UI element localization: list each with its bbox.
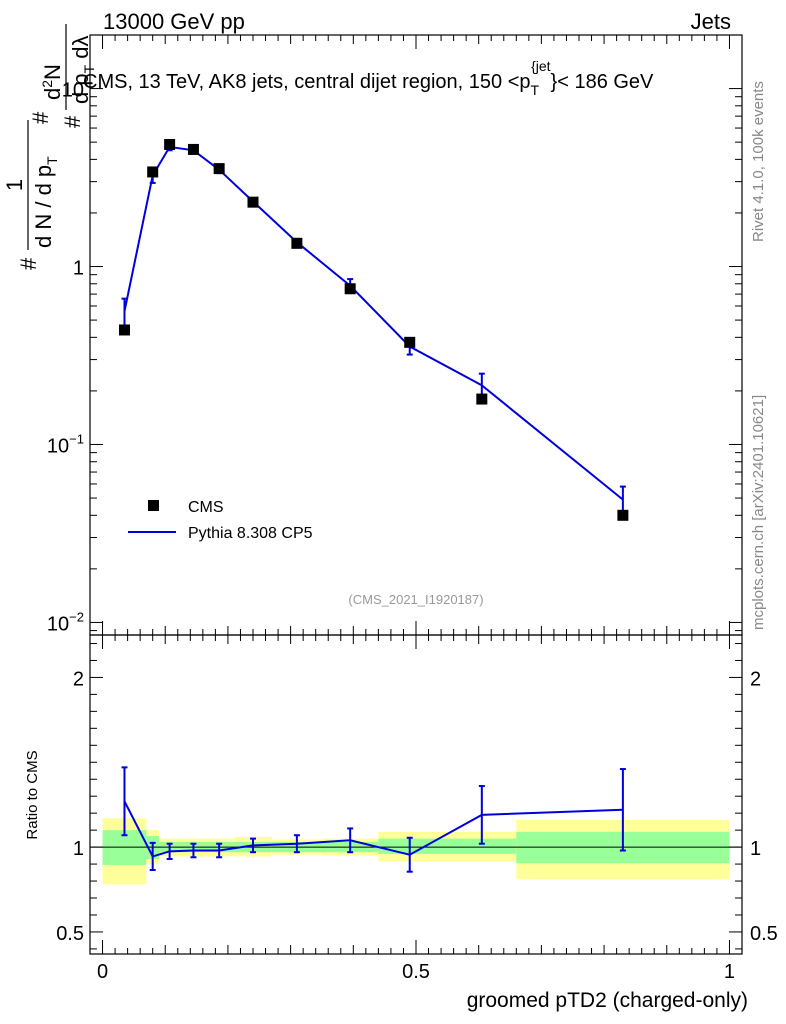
main-minor-ticks bbox=[90, 34, 742, 635]
chart-title-sub: T bbox=[531, 82, 540, 98]
legend-cms-marker bbox=[148, 500, 159, 511]
main-y-tick-label: 1 bbox=[73, 258, 84, 280]
y-label-dpT-dlambda: d pT dλ bbox=[68, 35, 97, 104]
main-y-tick-labels: 10−2 10−1 1 10 bbox=[47, 80, 84, 636]
main-y-tick-label: 10 bbox=[62, 80, 84, 102]
header-left: 13000 GeV pp bbox=[103, 9, 245, 34]
rivet-version-label: Rivet 4.1.0, 100k events bbox=[750, 81, 767, 242]
legend-pythia-label: Pythia 8.308 CP5 bbox=[188, 525, 313, 542]
x-tick-labels: 0 0.5 1 bbox=[97, 961, 735, 983]
ratio-y-tick-label-right: 1 bbox=[750, 838, 761, 860]
y-label-one: 1 bbox=[2, 179, 27, 191]
cms-data-point bbox=[164, 138, 176, 150]
ratio-major-ticks bbox=[90, 635, 742, 954]
ratio-y-tick-label-right: 2 bbox=[750, 668, 761, 690]
y-label-hash-3: # bbox=[60, 115, 85, 128]
ratio-y-tick-label-left: 2 bbox=[73, 668, 84, 690]
analysis-id-watermark: (CMS_2021_I1920187) bbox=[348, 592, 483, 607]
mcplots-reference-label: mcplots.cern.ch [arXiv:2401.10621] bbox=[750, 395, 767, 630]
x-tick-label: 1 bbox=[724, 961, 735, 983]
ratio-plot-frame bbox=[89, 634, 743, 955]
pythia-line bbox=[123, 145, 624, 501]
main-y-axis-label: # 1 d N / d pT # d2N d pT dλ # bbox=[2, 24, 97, 270]
cms-data-point bbox=[213, 163, 225, 175]
y-label-d2N: d2N bbox=[39, 64, 65, 100]
x-axis-label: groomed pTD2 (charged-only) bbox=[467, 989, 748, 1012]
main-major-ticks bbox=[90, 35, 742, 635]
chart-title-suffix: }< 186 GeV bbox=[551, 71, 655, 93]
ratio-y-tick-label-right: 0.5 bbox=[750, 923, 778, 945]
ratio-y-tick-label-left: 1 bbox=[73, 838, 84, 860]
ratio-minor-ticks bbox=[90, 635, 742, 954]
chart-title-sup: {jet bbox=[531, 58, 551, 74]
y-label-dN: d N / d pT bbox=[31, 156, 60, 248]
main-plot-frame bbox=[89, 34, 743, 636]
header-right: Jets bbox=[691, 9, 731, 34]
y-label-hash-1: # bbox=[16, 257, 41, 270]
main-data bbox=[118, 138, 629, 521]
ratio-y-tick-labels: 0.5 0.5 1 1 2 2 bbox=[56, 668, 778, 945]
cms-data-point bbox=[476, 393, 488, 405]
main-y-tick-label: 10−1 bbox=[47, 431, 84, 457]
main-y-tick-label: 10−2 bbox=[47, 609, 84, 635]
ratio-y-tick-label-left: 0.5 bbox=[56, 923, 84, 945]
legend: CMS Pythia 8.308 CP5 bbox=[128, 499, 313, 542]
cms-data-point bbox=[187, 143, 199, 155]
y-label-hash-2: # bbox=[28, 111, 53, 124]
x-tick-label: 0.5 bbox=[402, 961, 430, 983]
cms-data-point bbox=[404, 336, 416, 348]
cms-data-point bbox=[291, 237, 303, 249]
chart-title-prefix: CMS, 13 TeV, AK8 jets, central dijet reg… bbox=[83, 71, 531, 93]
legend-cms-label: CMS bbox=[188, 499, 224, 516]
cms-data-point bbox=[617, 509, 629, 521]
x-tick-label: 0 bbox=[97, 961, 108, 983]
chart-title: CMS, 13 TeV, AK8 jets, central dijet reg… bbox=[83, 58, 654, 98]
cms-data-point bbox=[147, 166, 159, 178]
ratio-data bbox=[121, 766, 626, 873]
cms-data-point bbox=[118, 324, 130, 336]
ratio-y-axis-label: Ratio to CMS bbox=[24, 750, 41, 839]
cms-data-point bbox=[344, 283, 356, 295]
cms-data-point bbox=[247, 196, 259, 208]
